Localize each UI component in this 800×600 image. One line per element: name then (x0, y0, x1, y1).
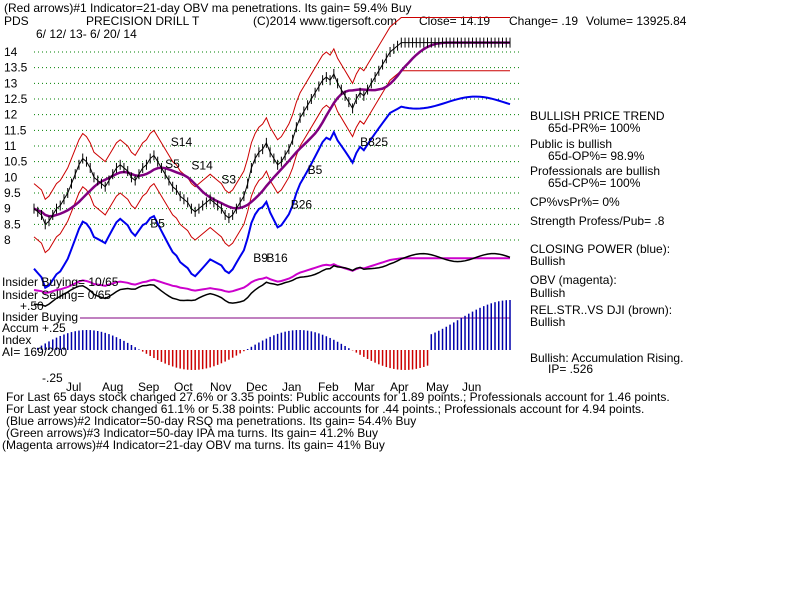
signal-label: S3 (221, 173, 236, 187)
bullish-trend: BULLISH PRICE TREND (530, 109, 665, 123)
signal-label: B16 (266, 251, 288, 265)
band-upper (33, 17, 510, 201)
obv-label: OBV (magenta): (530, 273, 617, 287)
y-tick-label: 10 (4, 170, 18, 184)
moving-average (33, 41, 510, 218)
signal-label: B5 (150, 216, 165, 230)
public-status: Public is bullish (530, 137, 613, 151)
insider-selling-count: Insider Selling= 0/65 (2, 288, 112, 302)
y-tick-label: 10.5 (4, 155, 28, 169)
price-line (33, 42, 510, 226)
closing-power-line (33, 95, 511, 290)
signal-label: S14 (191, 159, 213, 173)
footer-magenta-arrows: (Magenta arrows)#4 Indicator=21-day OBV … (2, 438, 385, 452)
closing-power-status: Bullish (530, 254, 566, 268)
signal-label: B9 (253, 251, 268, 265)
month-label: Jul (66, 380, 81, 394)
month-label: Aug (102, 380, 123, 394)
y-tick-label: 8.5 (4, 217, 21, 231)
company-name: PRECISION DRILL T (86, 14, 200, 28)
y-tick-label: 11.5 (4, 123, 27, 137)
lower-panels (33, 252, 511, 319)
pr-value: 65d-PR%= 100% (548, 121, 641, 135)
insider-buying-label: Insider Buying (2, 310, 79, 324)
month-label: Sep (138, 380, 160, 394)
y-tick-label: 9.5 (4, 186, 21, 200)
professionals-status: Professionals are bullish (530, 164, 661, 178)
index-label: Index (2, 333, 32, 347)
month-label: Apr (390, 380, 409, 394)
month-label: Jun (462, 380, 481, 394)
y-tick-label: 8 (4, 233, 11, 247)
y-tick-label: 9 (4, 202, 11, 216)
signal-label: B5 (308, 163, 323, 177)
copyright: (C)2014 www.tigersoft.com (253, 14, 398, 28)
signal-label: S5 (165, 157, 180, 171)
y-tick-label: 14 (4, 45, 18, 59)
signal-label: S14 (171, 135, 193, 149)
plus50-label: +.50 (20, 299, 44, 313)
obv-line (33, 257, 510, 295)
accumulation-histogram (36, 300, 511, 370)
y-tick-label: 13 (4, 76, 18, 90)
obv-status: Bullish (530, 286, 566, 300)
footer-green-arrows: (Green arrows)#3 Indicator=50-day IPA ma… (6, 426, 378, 440)
header-indicator-1: (Red arrows)#1 Indicator=21-day OBV ma p… (4, 1, 412, 15)
footer-65days: For Last 65 days stock changed 27.6% or … (6, 390, 670, 404)
price-series (33, 37, 511, 230)
relstr-line (33, 252, 511, 307)
op-value: 65d-OP%= 98.9% (548, 149, 645, 163)
ip-value: IP= .526 (548, 362, 594, 376)
accum-rising: Bullish: Accumulation Rising. (530, 351, 684, 365)
ai-label: AI= 169/200 (2, 345, 68, 359)
date-range: 6/ 12/ 13- 6/ 20/ 14 (36, 27, 137, 41)
relstr-label: REL.STR..VS DJI (brown): (530, 303, 673, 317)
signal-label: B825 (360, 135, 388, 149)
y-tick-label: 13.5 (4, 61, 28, 75)
closing-power-label: CLOSING POWER (blue): (530, 242, 671, 256)
month-label: Mar (354, 380, 375, 394)
change-value: Change= .19 (509, 14, 579, 28)
month-label: Dec (246, 380, 267, 394)
y-tick-label: 11 (4, 139, 17, 153)
relstr-status: Bullish (530, 315, 566, 329)
minus25-label: -.25 (42, 371, 63, 385)
closing-power-series (33, 95, 511, 290)
price-bands (33, 17, 510, 254)
signal-label: B26 (291, 198, 313, 212)
band-lower (33, 70, 510, 254)
volume-value: Volume= 13925.84 (586, 14, 687, 28)
y-tick-label: 12 (4, 108, 18, 122)
insider-buying-count: Insider Buying= 10/65 (2, 275, 119, 289)
ticker: PDS (4, 14, 29, 28)
strength-value: Strength Profess/Pub= .8 (530, 214, 665, 228)
footer-year: For Last year stock changed 61.1% or 5.3… (6, 402, 645, 416)
cpvspr-value: CP%vsPr%= 0% (530, 195, 620, 209)
footer-blue-arrows: (Blue arrows)#2 Indicator=50-day RSQ ma … (6, 414, 417, 428)
ma-line (33, 41, 510, 218)
month-label: Oct (174, 380, 193, 394)
cp-value: 65d-CP%= 100% (548, 176, 641, 190)
month-label: Nov (210, 380, 231, 394)
y-tick-label: 12.5 (4, 92, 28, 106)
month-label: Jan (282, 380, 301, 394)
month-label: May (426, 380, 449, 394)
month-label: Feb (318, 380, 339, 394)
x-axis-months: Jul Aug Sep Oct Nov Dec Jan Feb Mar Apr May Jun (66, 380, 481, 394)
accum-label: Accum +.25 (2, 321, 66, 335)
